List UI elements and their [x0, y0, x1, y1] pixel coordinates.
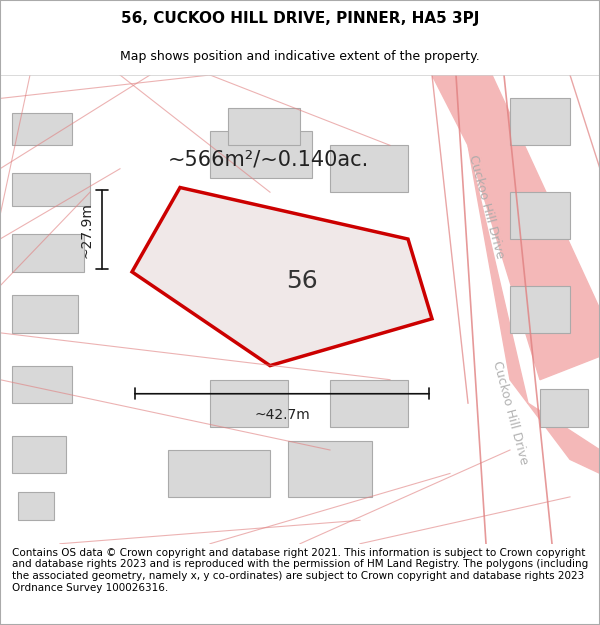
Polygon shape	[18, 492, 54, 520]
Polygon shape	[210, 131, 312, 178]
Polygon shape	[132, 188, 432, 366]
Text: ~27.9m: ~27.9m	[79, 202, 93, 258]
Polygon shape	[432, 75, 600, 379]
Polygon shape	[12, 112, 72, 145]
Polygon shape	[468, 145, 600, 474]
Text: Contains OS data © Crown copyright and database right 2021. This information is : Contains OS data © Crown copyright and d…	[12, 548, 588, 592]
Polygon shape	[12, 366, 72, 403]
Polygon shape	[510, 286, 570, 332]
Polygon shape	[168, 450, 270, 497]
Text: 56: 56	[287, 269, 318, 293]
Polygon shape	[12, 234, 84, 272]
Text: 56, CUCKOO HILL DRIVE, PINNER, HA5 3PJ: 56, CUCKOO HILL DRIVE, PINNER, HA5 3PJ	[121, 11, 479, 26]
Polygon shape	[12, 295, 78, 333]
Polygon shape	[228, 107, 300, 145]
Text: Cuckoo Hill Drive: Cuckoo Hill Drive	[490, 359, 530, 466]
Text: ~42.7m: ~42.7m	[254, 408, 310, 422]
Polygon shape	[288, 441, 372, 497]
Polygon shape	[330, 145, 408, 192]
Polygon shape	[12, 173, 90, 206]
Polygon shape	[210, 379, 288, 426]
Polygon shape	[540, 389, 588, 426]
Polygon shape	[510, 192, 570, 239]
Text: ~566m²/~0.140ac.: ~566m²/~0.140ac.	[168, 149, 369, 169]
Text: Map shows position and indicative extent of the property.: Map shows position and indicative extent…	[120, 50, 480, 62]
Polygon shape	[12, 436, 66, 474]
Text: Cuckoo Hill Drive: Cuckoo Hill Drive	[466, 153, 506, 259]
Polygon shape	[330, 379, 408, 426]
Polygon shape	[510, 98, 570, 145]
